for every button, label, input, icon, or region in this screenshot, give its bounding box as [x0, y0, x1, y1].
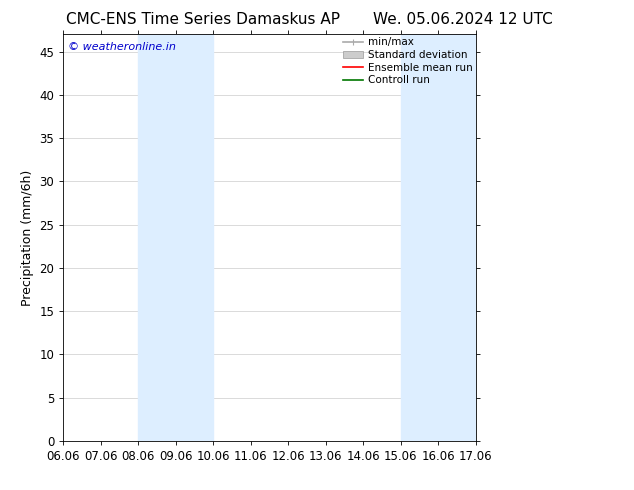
- Bar: [138, 34, 176, 441]
- Y-axis label: Precipitation (mm/6h): Precipitation (mm/6h): [21, 170, 34, 306]
- Text: CMC-ENS Time Series Damaskus AP: CMC-ENS Time Series Damaskus AP: [66, 12, 340, 27]
- Text: We. 05.06.2024 12 UTC: We. 05.06.2024 12 UTC: [373, 12, 553, 27]
- Bar: [438, 34, 476, 441]
- Legend: min/max, Standard deviation, Ensemble mean run, Controll run: min/max, Standard deviation, Ensemble me…: [342, 37, 472, 85]
- Bar: [176, 34, 213, 441]
- Text: © weatheronline.in: © weatheronline.in: [67, 43, 176, 52]
- Bar: [401, 34, 438, 441]
